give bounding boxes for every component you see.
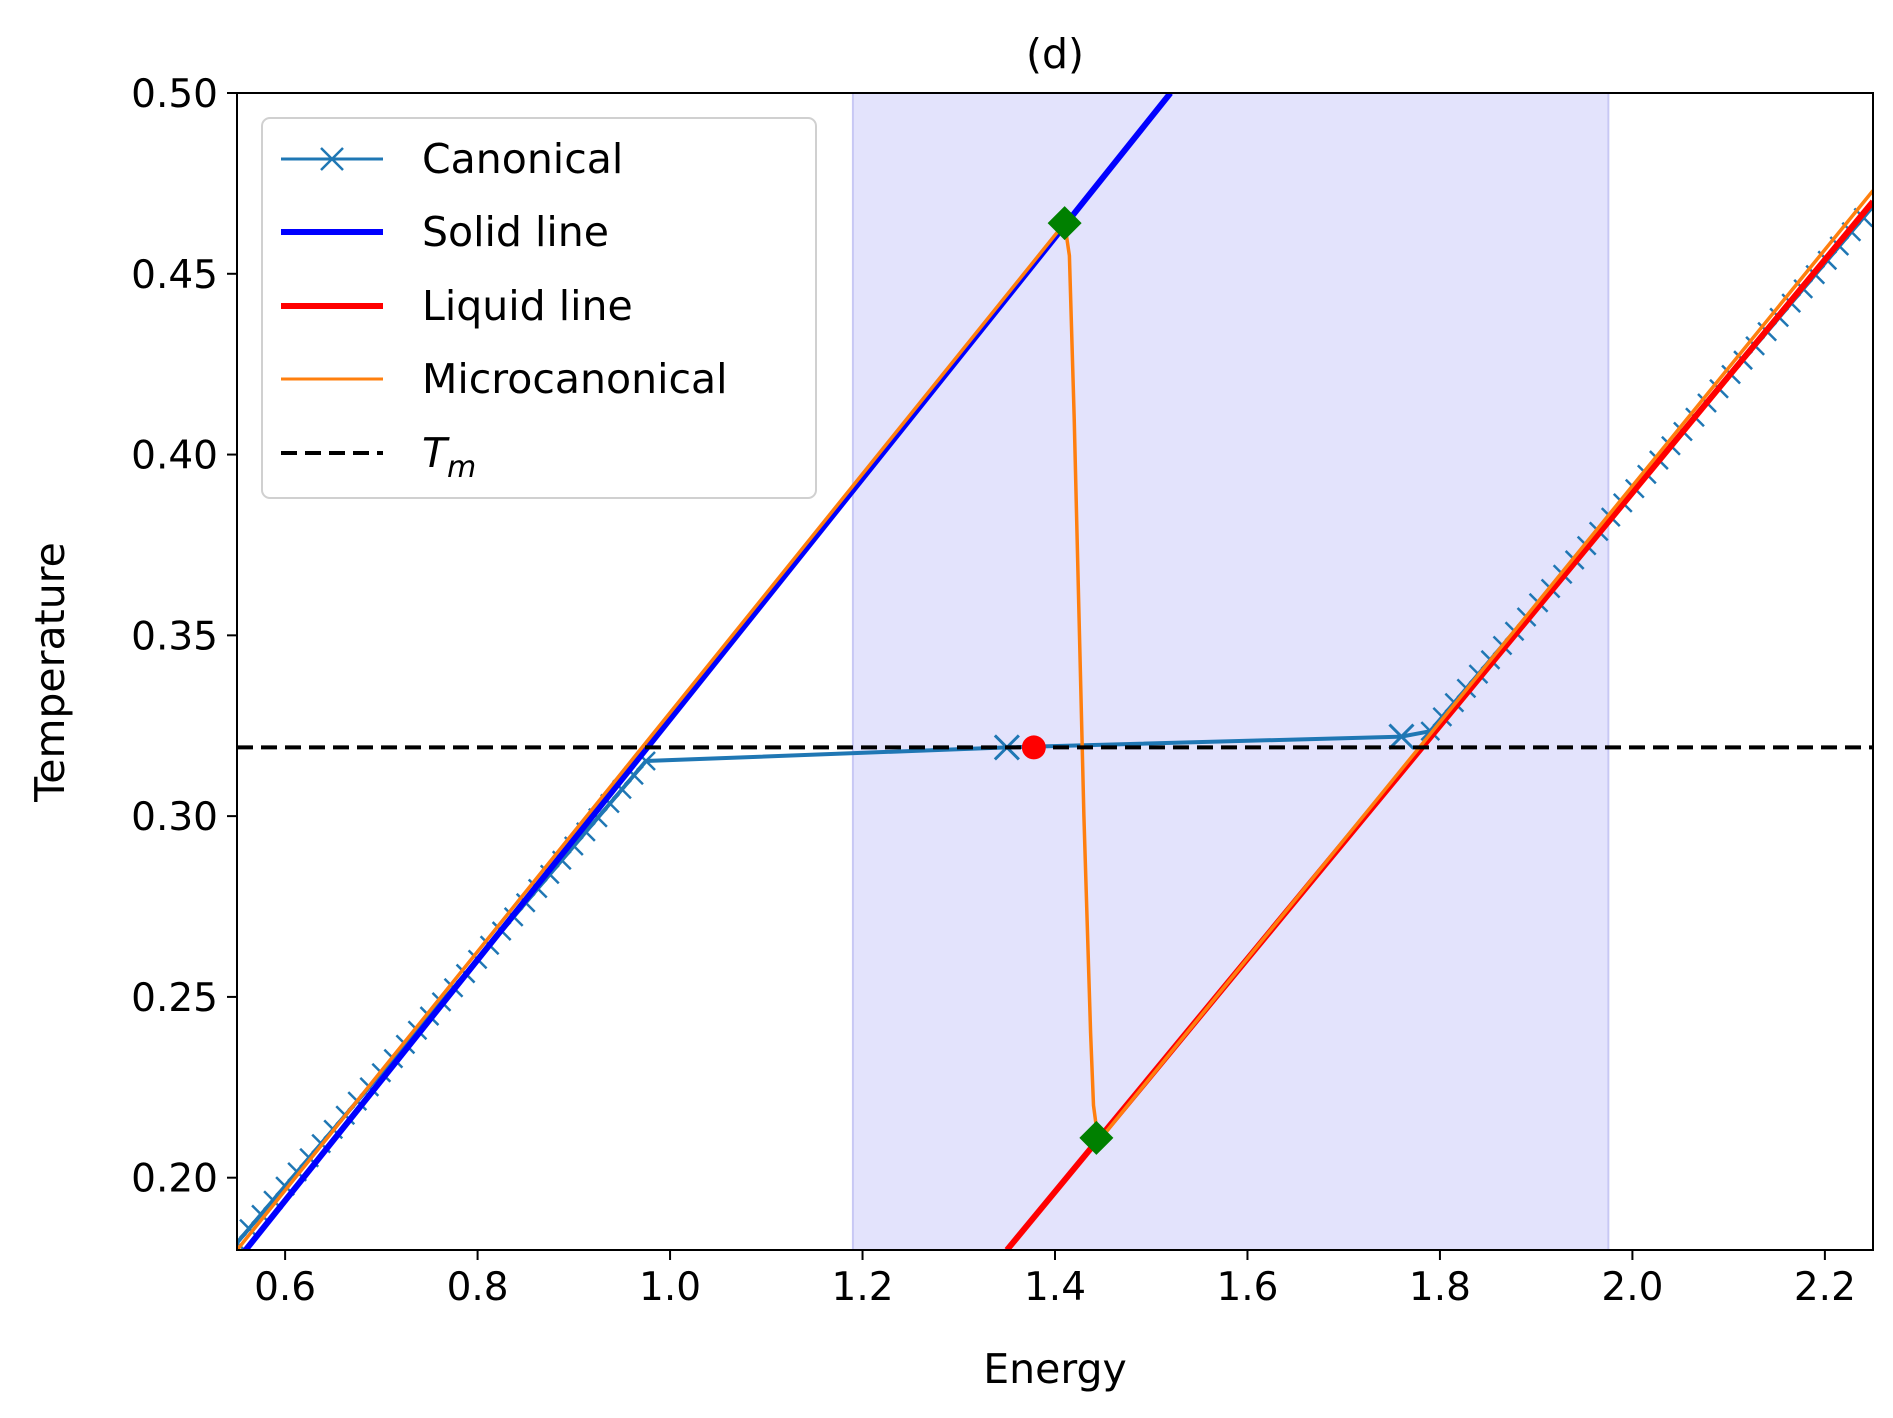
legend-entry-canonical: Canonical: [281, 135, 623, 183]
y-tick-label: 0.35: [131, 614, 218, 659]
x-tick-label: 2.0: [1601, 1265, 1663, 1310]
coexistence-band: [851, 93, 1610, 1250]
legend-entry-liquid-line: Liquid line: [281, 282, 633, 330]
shaded-coexistence-region: [851, 93, 1610, 1250]
y-tick-label: 0.50: [131, 72, 218, 117]
legend-label-tm: Tm: [422, 429, 476, 485]
legend-label-liquid-line: Liquid line: [422, 282, 633, 330]
x-tick-label: 1.4: [1024, 1265, 1086, 1310]
legend: Canonical Solid line Liquid line Microca…: [261, 117, 817, 499]
legend-label-microcanonical: Microcanonical: [422, 355, 728, 403]
spinodal-upper: [1047, 206, 1082, 241]
legend-label-tm-main: T: [422, 429, 450, 477]
x-tick-label: 0.6: [254, 1265, 316, 1310]
special-points: [1021, 206, 1114, 1155]
y-tick-label: 0.40: [131, 434, 218, 479]
x-axis-ticks: 0.6 0.8 1.0 1.2 1.4 1.6 1.8 2.0 2.2: [254, 1250, 1856, 1310]
x-axis-label: Energy: [983, 1345, 1127, 1393]
legend-entry-solid-line: Solid line: [281, 208, 609, 256]
spinodal-lower: [1079, 1120, 1114, 1155]
y-tick-label: 0.25: [131, 976, 218, 1021]
x-tick-label: 1.8: [1409, 1265, 1471, 1310]
legend-entry-tm: Tm: [281, 429, 476, 485]
x-tick-label: 1.0: [639, 1265, 701, 1310]
chart-title: (d): [1026, 30, 1084, 78]
y-tick-label: 0.30: [131, 795, 218, 840]
legend-box: [261, 117, 817, 499]
critical-point: [1021, 735, 1046, 760]
y-tick-label: 0.45: [131, 253, 218, 298]
y-axis-label: Temperature: [26, 542, 74, 803]
canonical-transition-marker: [1388, 723, 1415, 750]
solid-line: [241, 93, 1173, 1250]
x-tick-label: 2.2: [1794, 1265, 1856, 1310]
x-tick-label: 0.8: [447, 1265, 509, 1310]
legend-label-tm-sub: m: [447, 450, 476, 485]
legend-label-canonical: Canonical: [422, 135, 623, 183]
x-tick-label: 1.2: [832, 1265, 894, 1310]
legend-marker-canonical: [320, 147, 344, 171]
legend-label-solid-line: Solid line: [422, 208, 609, 256]
x-tick-label: 1.6: [1216, 1265, 1278, 1310]
y-axis-ticks: 0.20 0.25 0.30 0.35 0.40 0.45 0.50: [131, 72, 237, 1202]
legend-entry-microcanonical: Microcanonical: [281, 355, 728, 403]
y-tick-label: 0.20: [131, 1157, 218, 1202]
